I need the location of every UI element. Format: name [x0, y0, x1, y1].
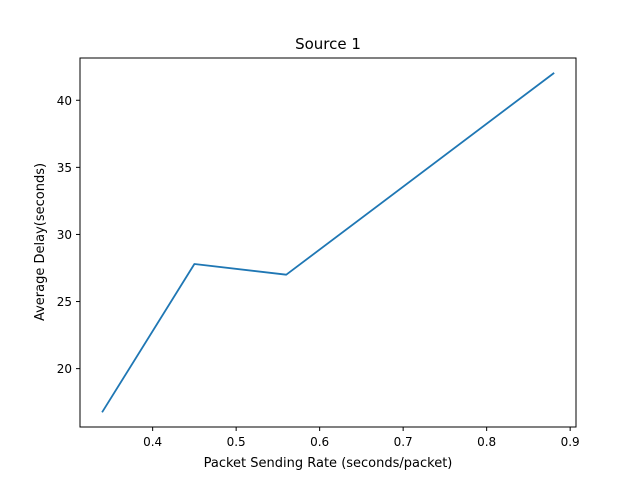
plot-area: 0.4 0.5 0.6 0.7 0.8 0.9 20 25 30 35 40	[57, 57, 580, 449]
y-tick-label: 30	[57, 228, 72, 242]
x-tick-label: 0.8	[477, 435, 496, 449]
plot-frame	[79, 57, 577, 428]
x-tick-label: 0.9	[561, 435, 580, 449]
series-line-0	[101, 72, 555, 413]
x-tick-label: 0.7	[394, 435, 413, 449]
y-axis-label: Average Delay(seconds)	[33, 163, 48, 321]
x-tick-label: 0.6	[310, 435, 329, 449]
chart-title: Source 1	[295, 35, 361, 53]
y-tick-label: 25	[57, 295, 72, 309]
y-tick-label: 35	[57, 161, 72, 175]
y-tick-label: 20	[57, 362, 72, 376]
y-tick-label: 40	[57, 94, 72, 108]
x-tick-label: 0.4	[143, 435, 162, 449]
x-tick-label: 0.5	[227, 435, 246, 449]
x-axis-label: Packet Sending Rate (seconds/packet)	[204, 456, 453, 471]
